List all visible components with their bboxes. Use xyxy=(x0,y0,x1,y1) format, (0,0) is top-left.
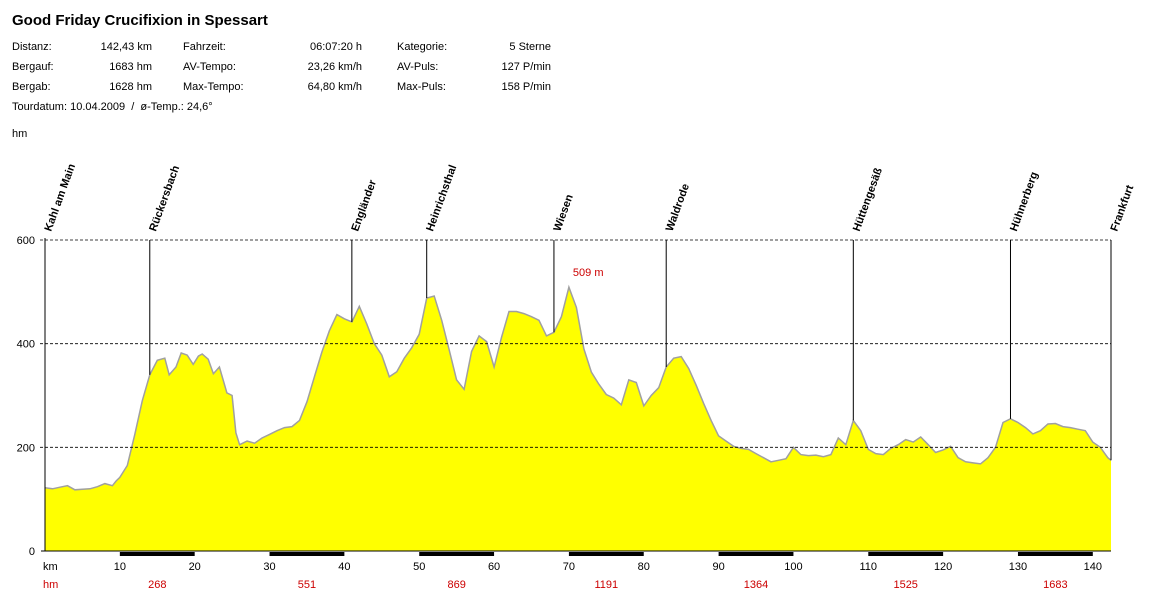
waypoint-label-frankfurt: Frankfurt xyxy=(1109,183,1137,233)
climb-label-95: 1364 xyxy=(744,579,768,591)
axis-segment-70 xyxy=(568,552,644,556)
y-tick-label-600: 600 xyxy=(17,235,35,247)
climb-label-75: 1191 xyxy=(595,579,619,591)
x-tick-label-140: 140 xyxy=(1084,561,1102,573)
axis-segment-130 xyxy=(1017,552,1093,556)
bergauf-value: 1683 hm xyxy=(109,61,152,73)
axis-segment-110 xyxy=(868,552,944,556)
x-tick-label-40: 40 xyxy=(338,561,350,573)
climb-label-15: 268 xyxy=(148,579,166,591)
x-tick-label-110: 110 xyxy=(860,561,878,573)
x-axis-label: km xyxy=(43,561,58,573)
x-tick-label-100: 100 xyxy=(784,561,802,573)
climb-row-label: hm xyxy=(43,579,58,591)
climb-label-55: 869 xyxy=(447,579,465,591)
tourdatum-text: Tourdatum: 10.04.2009 / ø-Temp.: 24,6° xyxy=(12,101,213,113)
waypoint-label-h-hnerberg: Hühnerberg xyxy=(1008,170,1041,233)
x-tick-label-50: 50 xyxy=(413,561,425,573)
chart-title: Good Friday Crucifixion in Spessart xyxy=(12,12,268,29)
maxtempo-value: 64,80 km/h xyxy=(307,81,362,93)
x-tick-label-30: 30 xyxy=(263,561,275,573)
avtempo-label: AV-Tempo: xyxy=(183,61,236,73)
axis-segment-30 xyxy=(269,552,345,556)
x-tick-label-60: 60 xyxy=(488,561,500,573)
y-tick-label-400: 400 xyxy=(17,339,35,351)
axis-segment-90 xyxy=(718,552,794,556)
kategorie-value: 5 Sterne xyxy=(509,41,551,53)
waypoint-label-heinrichsthal: Heinrichsthal xyxy=(424,163,459,233)
avtempo-value: 23,26 km/h xyxy=(307,61,362,73)
avpuls-value: 127 P/min xyxy=(501,61,551,73)
waypoint-label-h-ttenges-: Hüttengesäß xyxy=(851,166,885,233)
maxpuls-value: 158 P/min xyxy=(501,81,551,93)
kategorie-label: Kategorie: xyxy=(397,41,448,53)
maxtempo-label: Max-Tempo: xyxy=(183,81,244,93)
y-tick-label-200: 200 xyxy=(17,442,35,454)
distanz-value: 142,43 km xyxy=(100,41,152,53)
x-tick-label-130: 130 xyxy=(1009,561,1027,573)
waypoint-label-waldrode: Waldrode xyxy=(664,182,692,233)
y-axis-label: hm xyxy=(12,128,27,140)
x-tick-label-10: 10 xyxy=(114,561,126,573)
fahrzeit-label: Fahrzeit: xyxy=(183,41,226,53)
y-tick-label-0: 0 xyxy=(29,546,35,558)
waypoint-label-wiesen: Wiesen xyxy=(551,193,576,233)
x-tick-label-80: 80 xyxy=(638,561,650,573)
waypoint-label-r-ckersbach: Rückersbach xyxy=(147,164,182,233)
elevation-area xyxy=(45,287,1111,551)
waypoint-label-engl-nder: Engländer xyxy=(349,178,379,233)
axis-segment-50 xyxy=(419,552,495,556)
distanz-label: Distanz: xyxy=(12,41,52,53)
x-tick-label-70: 70 xyxy=(563,561,575,573)
x-tick-label-90: 90 xyxy=(712,561,724,573)
peak-annotation: 509 m xyxy=(573,267,604,279)
bergab-label: Bergab: xyxy=(12,81,51,93)
climb-label-35: 551 xyxy=(298,579,316,591)
x-tick-label-120: 120 xyxy=(934,561,952,573)
bergab-value: 1628 hm xyxy=(109,81,152,93)
waypoint-label-kahl-am-main: Kahl am Main xyxy=(43,162,79,233)
climb-label-135: 1683 xyxy=(1043,579,1067,591)
axis-segment-10 xyxy=(119,552,195,556)
climb-label-115: 1525 xyxy=(893,579,917,591)
bergauf-label: Bergauf: xyxy=(12,61,54,73)
x-tick-label-20: 20 xyxy=(189,561,201,573)
fahrzeit-value: 06:07:20 h xyxy=(310,41,362,53)
maxpuls-label: Max-Puls: xyxy=(397,81,446,93)
avpuls-label: AV-Puls: xyxy=(397,61,439,73)
